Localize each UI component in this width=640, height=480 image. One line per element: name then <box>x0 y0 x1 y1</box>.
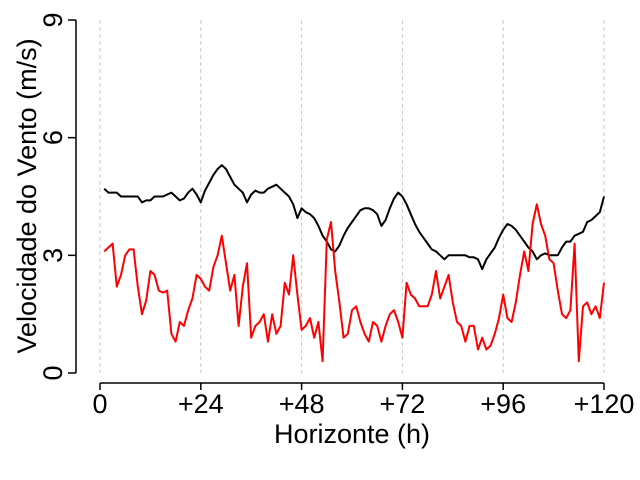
x-tick-label-5: +120 <box>574 389 635 419</box>
series-lines <box>103 164 605 363</box>
tick-labels: 0 3 6 9 0 +24 +48 +72 +96 +120 <box>38 12 634 419</box>
x-tick-label-4: +96 <box>480 389 526 419</box>
y-tick-label-1: 3 <box>38 248 68 263</box>
x-axis-title: Horizonte (h) <box>274 419 430 449</box>
y-tick-label-0: 0 <box>38 365 68 380</box>
x-tick-label-1: +24 <box>178 389 224 419</box>
y-tick-label-3: 9 <box>38 12 68 27</box>
x-tick-label-3: +72 <box>379 389 425 419</box>
x-tick-label-2: +48 <box>279 389 325 419</box>
y-tick-label-2: 6 <box>38 130 68 145</box>
y-axis-title: Velocidade do Vento (m/s) <box>12 38 42 353</box>
series-line-1 <box>103 164 605 271</box>
series-line-2 <box>103 203 605 363</box>
x-tick-label-0: 0 <box>92 389 107 419</box>
axes <box>68 19 605 390</box>
